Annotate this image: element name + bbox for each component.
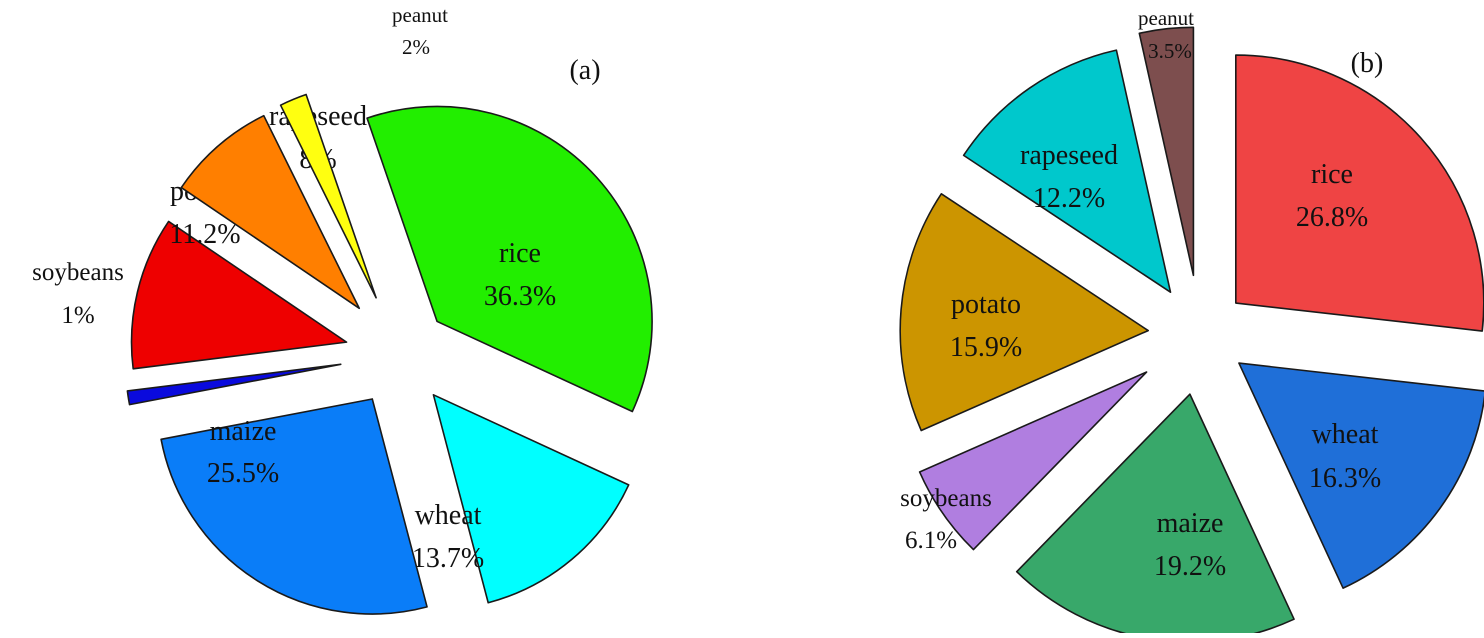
- slice-label-a-rice: rice: [499, 238, 541, 269]
- pie-slice-a-soybeans: [126, 363, 342, 406]
- slice-label-b-rapeseed: rapeseed: [1020, 140, 1118, 171]
- pie-slice-a-maize: [160, 398, 428, 615]
- slice-value-a-rice: 36.3%: [484, 281, 556, 312]
- slice-value-b-rapeseed: 12.2%: [1033, 183, 1105, 214]
- slice-value-b-maize: 19.2%: [1154, 551, 1226, 582]
- pie-slice-b-peanut: [1138, 26, 1195, 277]
- slice-value-b-peanut: 3.5%: [1148, 39, 1192, 63]
- slice-label-b-peanut: peanut: [1138, 6, 1194, 30]
- slice-label-b-wheat: wheat: [1312, 419, 1379, 450]
- pie-slice-b-rice: [1235, 54, 1484, 332]
- slice-value-a-maize: 25.5%: [207, 458, 279, 489]
- slice-label-b-maize: maize: [1157, 508, 1224, 539]
- pie-slice-b-soybeans: [918, 371, 1148, 551]
- slice-label-a-maize: maize: [210, 416, 277, 447]
- slice-value-a-peanut: 2%: [402, 35, 430, 59]
- slice-label-b-potato: potato: [951, 289, 1021, 320]
- pie-chart-a: rice 36.3% wheat 13.7% maize 25.5% soybeans 1% p…: [32, 3, 653, 615]
- pie-slice-a-rice: [366, 105, 653, 413]
- pie-slice-b-maize: [1015, 393, 1295, 638]
- slice-label-a-soybeans: soybeans: [32, 259, 124, 286]
- slice-value-b-rice: 26.8%: [1296, 202, 1368, 233]
- slice-value-a-soybeans: 1%: [61, 302, 94, 329]
- pie-slice-b-rapeseed: [962, 49, 1172, 293]
- panel-label-a: (a): [569, 55, 600, 86]
- slice-label-b-soybeans: soybeans: [900, 485, 992, 512]
- slice-value-b-potato: 15.9%: [950, 332, 1022, 363]
- slice-label-a-wheat: wheat: [415, 500, 482, 531]
- slice-label-a-peanut: peanut: [392, 3, 448, 27]
- slice-label-b-rice: rice: [1311, 159, 1353, 190]
- slice-value-b-wheat: 16.3%: [1309, 463, 1381, 494]
- slice-value-a-potato: 11.2%: [169, 219, 240, 250]
- slice-value-a-wheat: 13.7%: [412, 543, 484, 574]
- pie-slice-a-wheat: [432, 394, 630, 604]
- panel-label-b: (b): [1351, 48, 1384, 79]
- slice-value-b-soybeans: 6.1%: [905, 527, 957, 554]
- pie-slice-a-potato: [130, 220, 348, 370]
- pie-slice-b-wheat: [1238, 362, 1484, 589]
- pie-chart-b: rice 26.8% wheat 16.3% maize 19.2% soybeans 6.1…: [899, 6, 1484, 638]
- pie-slice-a-peanut: [279, 93, 377, 299]
- pie-slice-a-rapeseed: [180, 114, 361, 310]
- pie-slice-b-potato: [899, 192, 1149, 432]
